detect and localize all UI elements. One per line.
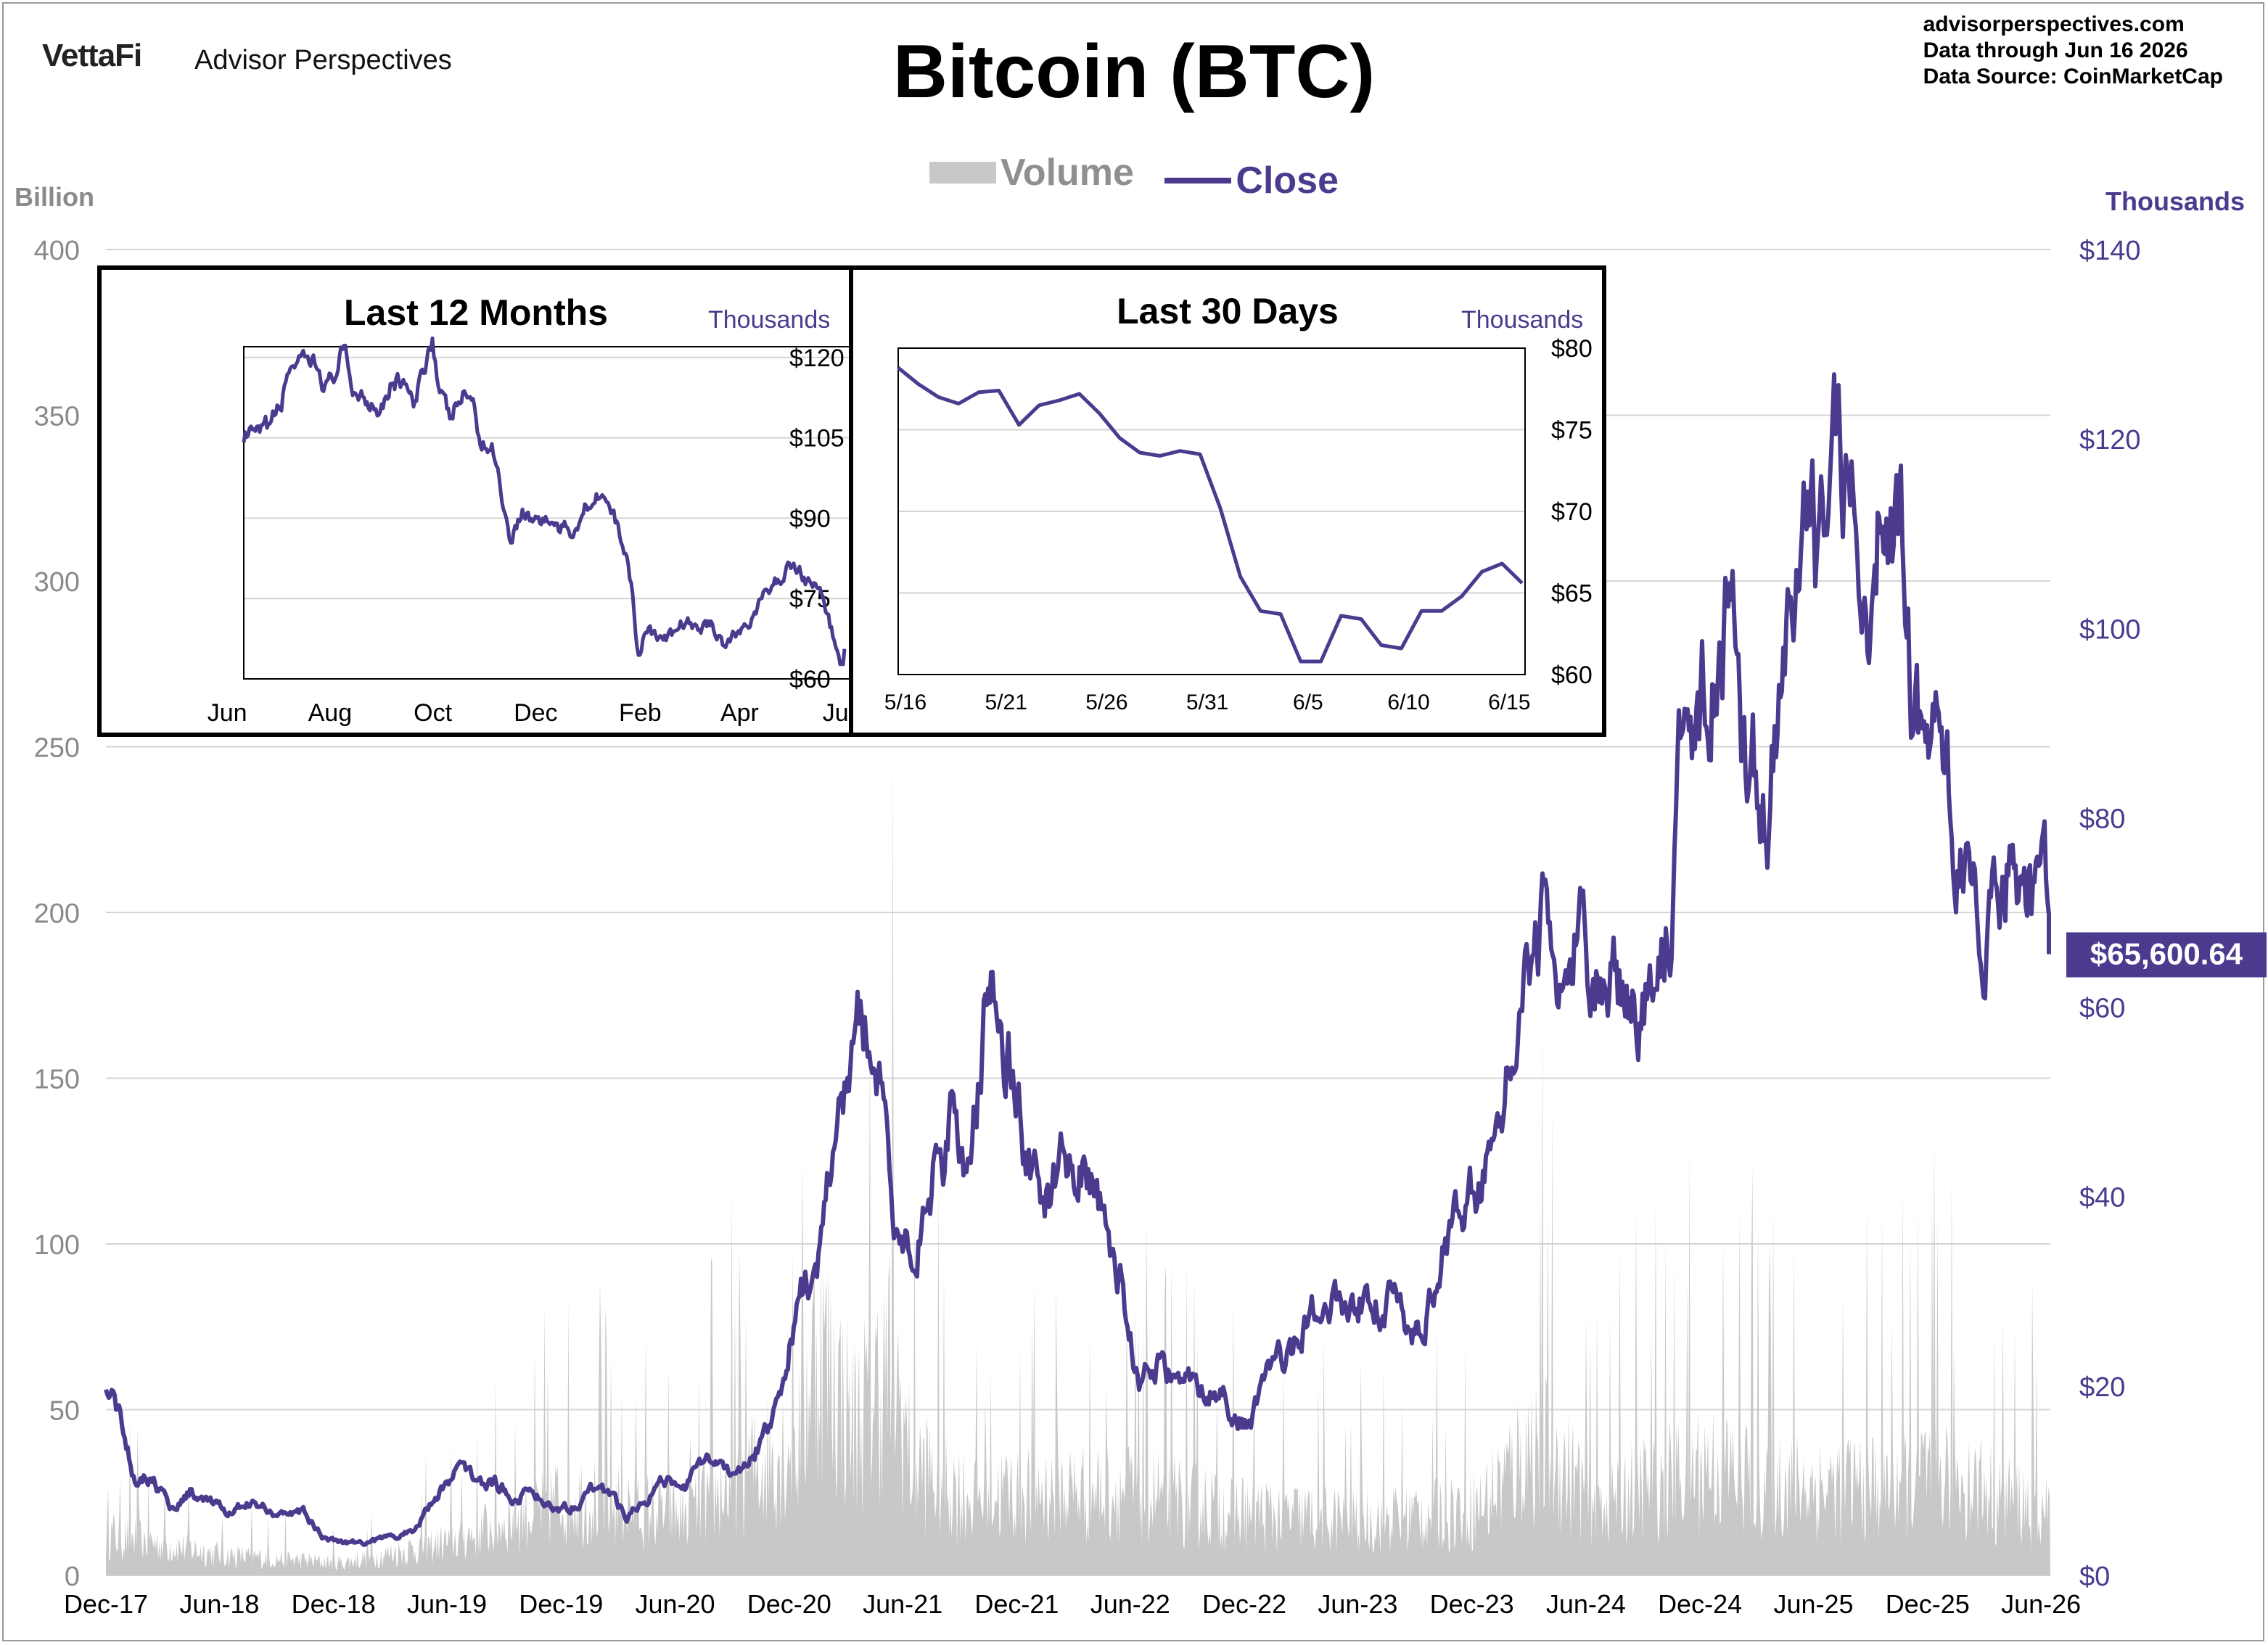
- inset-30d-x-tick: 5/31: [1186, 690, 1228, 714]
- inset-12m-x-tick: Apr: [720, 699, 759, 727]
- left-axis-label: Billion: [15, 182, 94, 212]
- inset-30d-units: Thousands: [1461, 306, 1584, 334]
- volume-area: [106, 753, 2050, 1575]
- x-axis-tick: Jun-25: [1773, 1589, 1853, 1619]
- left-axis-tick: 0: [65, 1562, 80, 1592]
- x-axis-tick: Jun-20: [635, 1589, 715, 1619]
- x-axis-tick: Dec-19: [519, 1589, 603, 1619]
- right-axis-tick: $20: [2079, 1372, 2125, 1403]
- legend-close-label: Close: [1236, 160, 1339, 202]
- inset-30d-close-line: [897, 366, 1524, 664]
- x-axis-tick: Dec-22: [1202, 1589, 1286, 1619]
- right-axis-tick: $60: [2079, 994, 2125, 1024]
- left-axis-tick: 100: [34, 1230, 80, 1261]
- right-axis-tick: $0: [2079, 1562, 2110, 1592]
- inset-12m-x-tick: Dec: [514, 699, 557, 727]
- legend-volume: Volume: [929, 151, 1134, 194]
- last-value-label: $65,600.64: [2090, 936, 2243, 970]
- right-axis-tick: $100: [2079, 614, 2141, 645]
- right-axis-tick: $120: [2079, 425, 2141, 455]
- x-axis-tick: Dec-23: [1430, 1589, 1514, 1619]
- source-info: advisorperspectives.com Data through Jun…: [1923, 12, 2223, 90]
- inset-30d-y-tick: $65: [1551, 580, 1593, 608]
- inset-last-30-days: $60 $65 $70 $75 $80 5/16 5/21 5/26 5/31 6/5 6/10 6/…: [849, 265, 1606, 737]
- inset-30d-x-tick: 6/15: [1488, 690, 1530, 714]
- inset-12m-y-tick: $120: [789, 345, 845, 372]
- inset-12m-x-tick: Jun: [208, 699, 247, 727]
- last-value-marker: [2066, 932, 2267, 978]
- right-axis-label: Thousands: [2105, 186, 2245, 216]
- inset-30d-plot-border: [897, 347, 1526, 675]
- x-axis-tick: Jun-24: [1546, 1589, 1626, 1619]
- page-title: Bitcoin (BTC): [892, 30, 1376, 114]
- x-axis-tick: Dec-25: [1886, 1589, 1970, 1619]
- inset-30d-plot: $60 $65 $70 $75 $80 5/16 5/21 5/26 5/31 6/5 6/10 6/…: [884, 335, 1593, 714]
- inset-30d-x-tick: 6/5: [1293, 690, 1323, 714]
- legend-close-swatch: [1164, 178, 1232, 184]
- left-axis-tick: 50: [49, 1396, 80, 1427]
- inset-12m-close-line: [242, 336, 847, 667]
- legend-volume-label: Volume: [1000, 152, 1134, 194]
- inset-30d-x-tick: 5/21: [985, 690, 1027, 714]
- left-axis-tick: 250: [34, 733, 80, 764]
- site-name: advisorperspectives.com: [1923, 12, 2185, 36]
- inset-30d-y-tick: $80: [1551, 335, 1593, 363]
- x-axis-tick: Jun-23: [1318, 1589, 1397, 1619]
- inset-30d-title: Last 30 Days: [1117, 291, 1339, 331]
- left-axis-tick: 300: [34, 567, 80, 598]
- x-axis-tick: Jun-19: [407, 1589, 487, 1619]
- inset-12m-x-tick: Feb: [619, 699, 662, 727]
- inset-last-12-months: $60$75$90$105$120JunAugOctDecFebAprJun L…: [97, 265, 855, 737]
- data-through: Data through Jun 16 2026: [1923, 38, 2188, 62]
- inset-30d-x-tick: 6/10: [1387, 690, 1429, 714]
- inset-30d-y-tick: $75: [1551, 417, 1593, 445]
- inset-12m-plot-border: [243, 346, 850, 680]
- x-axis-tick: Dec-17: [64, 1589, 148, 1619]
- x-axis-tick: Jun-22: [1090, 1589, 1170, 1619]
- left-axis-tick: 200: [34, 899, 80, 929]
- inset-12m-x-tick: Oct: [414, 699, 452, 727]
- inset-12m-plot: $60$75$90$105$120JunAugOctDecFebAprJun: [208, 336, 850, 727]
- legend-volume-swatch: [929, 162, 996, 184]
- data-source: Data Source: CoinMarketCap: [1923, 65, 2223, 88]
- inset-30d-x-tick: 5/16: [884, 690, 926, 714]
- inset-12m-y-tick: $90: [789, 505, 831, 532]
- left-axis-tick: 350: [34, 402, 80, 432]
- x-axis-tick: Jun-18: [179, 1589, 259, 1619]
- inset-30d-y-tick: $70: [1551, 498, 1593, 526]
- legend-close: Close: [1164, 159, 1339, 202]
- chart-legend: Volume Close: [0, 149, 2268, 202]
- close-line: [104, 372, 2051, 1547]
- x-axis-tick: Dec-18: [292, 1589, 376, 1619]
- right-axis-tick: $80: [2079, 804, 2125, 834]
- x-axis-tick: Dec-24: [1658, 1589, 1742, 1619]
- inset-12m-title: Last 12 Months: [344, 292, 608, 333]
- inset-12m-x-tick: Jun: [823, 699, 850, 727]
- right-axis-tick: $140: [2079, 236, 2141, 266]
- inset-12m-units: Thousands: [708, 306, 831, 334]
- x-axis-tick: Dec-21: [974, 1589, 1059, 1619]
- inset-12m-y-tick: $105: [789, 425, 845, 453]
- inset-30d-y-tick: $60: [1551, 661, 1593, 689]
- left-axis-tick: 400: [34, 236, 80, 266]
- x-axis-tick: Jun-21: [863, 1589, 942, 1619]
- inset-12m-x-tick: Aug: [308, 699, 353, 727]
- x-axis-tick: Jun-26: [2001, 1589, 2081, 1619]
- vettafi-logo: VettaFi: [42, 38, 142, 73]
- right-axis-tick: $40: [2079, 1183, 2125, 1213]
- left-axis-tick: 150: [34, 1065, 80, 1095]
- advisor-perspectives-logo: Advisor Perspectives: [194, 45, 452, 75]
- x-axis-tick: Dec-20: [747, 1589, 831, 1619]
- inset-30d-x-tick: 5/26: [1085, 690, 1127, 714]
